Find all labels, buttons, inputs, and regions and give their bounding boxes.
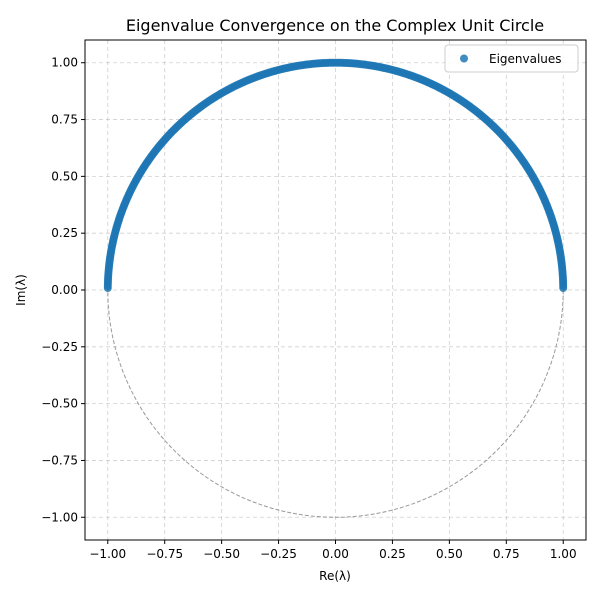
y-tick-label: −1.00 [41,510,78,524]
y-tick-label: −0.25 [41,340,78,354]
y-tick-label: −0.75 [41,453,78,467]
x-tick-label: −0.25 [260,547,297,561]
y-tick-label: 0.50 [51,169,78,183]
legend: Eigenvalues [444,44,579,73]
y-axis-label: Im(λ) [14,274,28,306]
legend-label-eigenvalues: Eigenvalues [489,52,562,66]
x-axis-label: Re(λ) [319,569,351,583]
y-ticks: −1.00 −0.75 −0.50 −0.25 0.00 0.25 0.50 0.75 1.00 [41,56,85,524]
legend-box [444,44,579,73]
points-layer [103,58,568,293]
x-tick-label: −0.50 [203,547,240,561]
x-tick-label: 0.75 [493,547,520,561]
x-tick-label: 0.25 [379,547,406,561]
y-tick-label: 0.75 [51,113,78,127]
eigenvalue-point [103,284,112,293]
grid-layer [85,40,586,540]
y-tick-label: 0.25 [51,226,78,240]
x-tick-label: −0.75 [146,547,183,561]
y-tick-label: 1.00 [51,56,78,70]
chart-title: Eigenvalue Convergence on the Complex Un… [126,16,544,35]
x-tick-label: 1.00 [550,547,577,561]
x-ticks: −1.00 −0.75 −0.50 −0.25 0.00 0.25 0.50 0.75 1.00 [89,540,577,561]
y-tick-label: −0.50 [41,397,78,411]
legend-marker [460,54,468,63]
x-tick-label: 0.50 [436,547,463,561]
y-tick-label: 0.00 [51,283,78,297]
x-tick-label: 0.00 [322,547,349,561]
x-tick-label: −1.00 [89,547,126,561]
